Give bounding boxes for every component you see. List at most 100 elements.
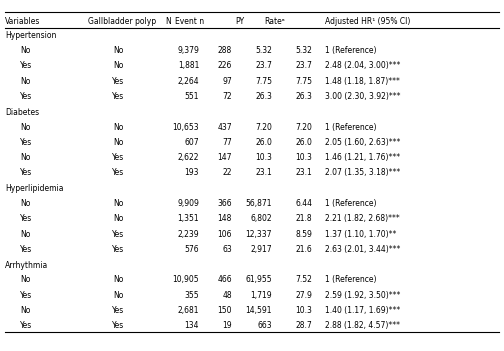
Text: Yes: Yes bbox=[112, 230, 124, 239]
Text: 61,955: 61,955 bbox=[245, 276, 272, 284]
Text: No: No bbox=[113, 199, 123, 208]
Text: 2.63 (2.01, 3.44)***: 2.63 (2.01, 3.44)*** bbox=[325, 245, 401, 254]
Text: 14,591: 14,591 bbox=[245, 306, 272, 315]
Text: Yes: Yes bbox=[112, 77, 124, 86]
Text: 23.7: 23.7 bbox=[296, 61, 312, 70]
Text: No: No bbox=[113, 276, 123, 284]
Text: 21.8: 21.8 bbox=[296, 214, 312, 223]
Text: 2,239: 2,239 bbox=[177, 230, 199, 239]
Text: No: No bbox=[113, 46, 123, 55]
Text: Diabetes: Diabetes bbox=[5, 108, 39, 117]
Text: Adjusted HR¹ (95% CI): Adjusted HR¹ (95% CI) bbox=[325, 17, 410, 26]
Text: 1.48 (1.18, 1.87)***: 1.48 (1.18, 1.87)*** bbox=[325, 77, 400, 86]
Text: 663: 663 bbox=[258, 322, 272, 330]
Text: Gallbladder polyp: Gallbladder polyp bbox=[88, 17, 156, 26]
Text: Rateᵃ: Rateᵃ bbox=[264, 17, 285, 26]
Text: 2.07 (1.35, 3.18)***: 2.07 (1.35, 3.18)*** bbox=[325, 168, 400, 177]
Text: 1.40 (1.17, 1.69)***: 1.40 (1.17, 1.69)*** bbox=[325, 306, 400, 315]
Text: 5.32: 5.32 bbox=[256, 46, 272, 55]
Text: Arrhythmia: Arrhythmia bbox=[5, 261, 48, 270]
Text: 6,802: 6,802 bbox=[250, 214, 272, 223]
Text: 437: 437 bbox=[217, 122, 232, 132]
Text: 2.59 (1.92, 3.50)***: 2.59 (1.92, 3.50)*** bbox=[325, 291, 401, 300]
Text: No: No bbox=[113, 122, 123, 132]
Text: 1,719: 1,719 bbox=[250, 291, 272, 300]
Text: PY: PY bbox=[235, 17, 244, 26]
Text: Yes: Yes bbox=[112, 153, 124, 162]
Text: 26.0: 26.0 bbox=[256, 138, 272, 147]
Text: No: No bbox=[113, 138, 123, 147]
Text: 1,881: 1,881 bbox=[178, 61, 199, 70]
Text: No: No bbox=[113, 214, 123, 223]
Text: No: No bbox=[20, 199, 31, 208]
Text: 2,917: 2,917 bbox=[250, 245, 272, 254]
Text: Event n: Event n bbox=[175, 17, 204, 26]
Text: 5.32: 5.32 bbox=[296, 46, 312, 55]
Text: 48: 48 bbox=[222, 291, 232, 300]
Text: Yes: Yes bbox=[20, 214, 32, 223]
Text: 1 (Reference): 1 (Reference) bbox=[325, 276, 376, 284]
Text: 28.7: 28.7 bbox=[296, 322, 312, 330]
Text: 147: 147 bbox=[217, 153, 232, 162]
Text: 2,622: 2,622 bbox=[177, 153, 199, 162]
Text: 1.37 (1.10, 1.70)**: 1.37 (1.10, 1.70)** bbox=[325, 230, 397, 239]
Text: 26.0: 26.0 bbox=[296, 138, 312, 147]
Text: 1 (Reference): 1 (Reference) bbox=[325, 46, 376, 55]
Text: Yes: Yes bbox=[112, 92, 124, 101]
Text: Yes: Yes bbox=[112, 245, 124, 254]
Text: Hypertension: Hypertension bbox=[5, 32, 56, 40]
Text: 150: 150 bbox=[217, 306, 232, 315]
Text: 97: 97 bbox=[222, 77, 232, 86]
Text: 23.1: 23.1 bbox=[296, 168, 312, 177]
Text: 576: 576 bbox=[184, 245, 199, 254]
Text: 2.88 (1.82, 4.57)***: 2.88 (1.82, 4.57)*** bbox=[325, 322, 400, 330]
Text: 8.59: 8.59 bbox=[296, 230, 312, 239]
Text: 10,653: 10,653 bbox=[172, 122, 199, 132]
Text: 63: 63 bbox=[222, 245, 232, 254]
Text: No: No bbox=[20, 306, 31, 315]
Text: No: No bbox=[20, 77, 31, 86]
Text: 106: 106 bbox=[217, 230, 232, 239]
Text: 19: 19 bbox=[222, 322, 232, 330]
Text: 10.3: 10.3 bbox=[296, 306, 312, 315]
Text: 1 (Reference): 1 (Reference) bbox=[325, 122, 376, 132]
Text: Yes: Yes bbox=[20, 245, 32, 254]
Text: 10.3: 10.3 bbox=[256, 153, 272, 162]
Text: Variables: Variables bbox=[5, 17, 40, 26]
Text: Yes: Yes bbox=[20, 168, 32, 177]
Text: 1 (Reference): 1 (Reference) bbox=[325, 199, 376, 208]
Text: 6.44: 6.44 bbox=[295, 199, 312, 208]
Text: Yes: Yes bbox=[112, 306, 124, 315]
Text: 7.52: 7.52 bbox=[296, 276, 312, 284]
Text: 10,905: 10,905 bbox=[172, 276, 199, 284]
Text: 21.6: 21.6 bbox=[296, 245, 312, 254]
Text: No: No bbox=[113, 61, 123, 70]
Text: 7.20: 7.20 bbox=[296, 122, 312, 132]
Text: 226: 226 bbox=[217, 61, 232, 70]
Text: Yes: Yes bbox=[20, 291, 32, 300]
Text: 26.3: 26.3 bbox=[256, 92, 272, 101]
Text: 1.46 (1.21, 1.76)***: 1.46 (1.21, 1.76)*** bbox=[325, 153, 400, 162]
Text: 193: 193 bbox=[184, 168, 199, 177]
Text: Yes: Yes bbox=[112, 168, 124, 177]
Text: 366: 366 bbox=[217, 199, 232, 208]
Text: 56,871: 56,871 bbox=[245, 199, 272, 208]
Text: 26.3: 26.3 bbox=[296, 92, 312, 101]
Text: 2.48 (2.04, 3.00)***: 2.48 (2.04, 3.00)*** bbox=[325, 61, 401, 70]
Text: Yes: Yes bbox=[20, 138, 32, 147]
Text: N: N bbox=[166, 17, 171, 26]
Text: 9,379: 9,379 bbox=[177, 46, 199, 55]
Text: 7.20: 7.20 bbox=[256, 122, 272, 132]
Text: 7.75: 7.75 bbox=[255, 77, 272, 86]
Text: 23.7: 23.7 bbox=[256, 61, 272, 70]
Text: No: No bbox=[20, 153, 31, 162]
Text: 2,264: 2,264 bbox=[177, 77, 199, 86]
Text: 551: 551 bbox=[184, 92, 199, 101]
Text: Hyperlipidemia: Hyperlipidemia bbox=[5, 185, 64, 193]
Text: No: No bbox=[20, 276, 31, 284]
Text: 77: 77 bbox=[222, 138, 232, 147]
Text: 148: 148 bbox=[217, 214, 232, 223]
Text: 2,681: 2,681 bbox=[177, 306, 199, 315]
Text: 134: 134 bbox=[184, 322, 199, 330]
Text: 1,351: 1,351 bbox=[177, 214, 199, 223]
